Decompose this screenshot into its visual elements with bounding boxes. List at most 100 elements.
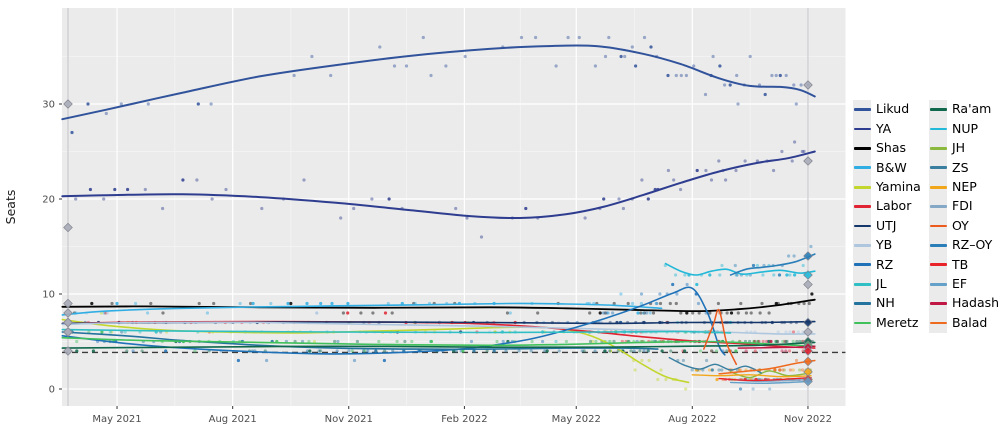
x-tick-label: May 2021 bbox=[92, 414, 141, 425]
legend-line-swatch-likud bbox=[853, 108, 871, 112]
series-line-rzoy bbox=[729, 253, 816, 276]
legend-line-swatch-zs bbox=[929, 166, 947, 170]
legend-item-balad: Balad bbox=[929, 313, 1000, 333]
legend-item-jh: JH bbox=[929, 138, 1000, 159]
result-diamond-Labor bbox=[803, 346, 813, 356]
legend-item-rzoy: RZ–OY bbox=[929, 235, 1000, 256]
legend-key-hadash bbox=[929, 293, 947, 314]
legend-label-raam: Ra'am bbox=[952, 101, 992, 117]
2021-election-results bbox=[63, 99, 73, 356]
legend-key-balad bbox=[929, 313, 947, 333]
legend-item-tb: TB bbox=[929, 255, 1000, 275]
legend-line-swatch-jh bbox=[929, 147, 947, 150]
legend-line-swatch-tb bbox=[929, 263, 947, 267]
legend-label-labor: Labor bbox=[876, 198, 912, 214]
x-tick-label: Nov 2022 bbox=[784, 414, 832, 425]
legend-key-nh bbox=[853, 293, 871, 314]
legend-label-ef: EF bbox=[952, 275, 968, 291]
y-tick-label: 10 bbox=[42, 290, 55, 301]
series-line-balad bbox=[718, 359, 816, 375]
x-tick-label: Aug 2021 bbox=[209, 414, 257, 425]
legend-line-swatch-hadash bbox=[929, 302, 947, 305]
legend-item-nh: NH bbox=[853, 293, 929, 314]
x-tick-label: Aug 2022 bbox=[668, 414, 716, 425]
legend-label-fdi: FDI bbox=[952, 198, 973, 214]
legend-line-swatch-raam bbox=[929, 108, 947, 112]
plot-panel bbox=[62, 8, 846, 406]
series-line-zs bbox=[668, 356, 762, 374]
legend-label-rzoy: RZ–OY bbox=[952, 237, 993, 253]
result-diamond-B&W bbox=[63, 308, 73, 318]
legend-item-rz: RZ bbox=[853, 255, 929, 275]
result-diamond-NUP bbox=[803, 270, 813, 280]
legend-label-jl: JL bbox=[876, 275, 887, 291]
legend-label-yamina: Yamina bbox=[876, 179, 921, 194]
series-points-ya bbox=[74, 140, 806, 239]
legend-key-shas bbox=[853, 138, 871, 159]
legend-line-swatch-yamina bbox=[853, 185, 871, 189]
result-diamond-UTJ bbox=[803, 317, 813, 328]
legend-item-ya: YA bbox=[853, 119, 929, 139]
legend-key-zs bbox=[929, 158, 947, 178]
legend-item-raam: Ra'am bbox=[929, 100, 1000, 120]
y-tick-label: 0 bbox=[49, 385, 55, 396]
legend-item-oy: OY bbox=[929, 216, 1000, 236]
series-line-ef bbox=[729, 380, 812, 385]
series-line-shas bbox=[61, 298, 816, 313]
legend-label-utj: UTJ bbox=[876, 217, 897, 233]
legend-key-likud bbox=[853, 100, 871, 120]
legend-label-shas: Shas bbox=[876, 140, 907, 156]
y-axis-title: Seats bbox=[3, 190, 18, 225]
x-tick-label: Feb 2022 bbox=[441, 414, 487, 425]
legend-key-tb bbox=[929, 255, 947, 275]
series-line-tb bbox=[718, 376, 812, 382]
legend-label-ya: YA bbox=[876, 120, 892, 136]
legend-line-swatch-balad bbox=[929, 321, 947, 325]
series-line-jh bbox=[729, 370, 812, 379]
series-line-nup bbox=[664, 262, 816, 276]
series-line-oy bbox=[703, 308, 738, 366]
y-tick-label: 30 bbox=[42, 100, 55, 111]
legend-item-meretz: Meretz bbox=[853, 313, 929, 333]
legend-label-zs: ZS bbox=[952, 159, 969, 175]
legend-label-nep: NEP bbox=[952, 179, 977, 194]
series-line-meretz bbox=[61, 336, 816, 348]
legend-line-swatch-rz bbox=[853, 263, 871, 267]
series-line-bw bbox=[61, 302, 663, 316]
legend-key-oy bbox=[929, 216, 947, 236]
series-line-rz bbox=[61, 286, 726, 356]
legend-line-swatch-nep bbox=[929, 185, 947, 189]
legend-key-utj bbox=[853, 216, 871, 236]
legend-column-1: Likud YA Shas B&W Yamina Labor UTJ YB RZ JL NH Mere… bbox=[853, 100, 929, 333]
legend-key-yamina bbox=[853, 177, 871, 197]
legend-item-ef: EF bbox=[929, 274, 1000, 294]
legend-line-swatch-yb bbox=[853, 244, 871, 247]
legend-label-meretz: Meretz bbox=[876, 314, 919, 330]
legend-label-likud: Likud bbox=[876, 101, 910, 117]
legend-line-swatch-oy bbox=[929, 224, 947, 228]
legend: Likud YA Shas B&W Yamina Labor UTJ YB RZ JL NH Mere… bbox=[853, 100, 1000, 333]
legend-key-yb bbox=[853, 235, 871, 256]
legend-item-yamina: Yamina bbox=[853, 177, 929, 197]
legend-line-swatch-fdi bbox=[929, 205, 947, 209]
series-line-yb bbox=[61, 321, 816, 335]
legend-line-swatch-shas bbox=[853, 147, 871, 150]
result-diamond-EF bbox=[803, 376, 813, 387]
legend-line-swatch-meretz bbox=[853, 321, 871, 325]
legend-key-ef bbox=[929, 274, 947, 294]
series-line-nep bbox=[691, 374, 812, 378]
result-diamond-YB bbox=[63, 317, 73, 328]
legend-label-nup: NUP bbox=[952, 120, 979, 136]
result-diamond-Balad bbox=[803, 356, 813, 367]
legend-key-nup bbox=[929, 119, 947, 139]
legend-key-bw bbox=[853, 158, 871, 178]
legend-line-swatch-rzoy bbox=[929, 244, 947, 247]
legend-label-bw: B&W bbox=[876, 159, 907, 175]
legend-item-utj: UTJ bbox=[853, 216, 929, 236]
series-points-bw bbox=[74, 292, 658, 315]
legend-item-yb: YB bbox=[853, 235, 929, 256]
legend-key-nep bbox=[929, 177, 947, 197]
legend-label-balad: Balad bbox=[952, 314, 988, 330]
legend-item-likud: Likud bbox=[853, 100, 929, 120]
